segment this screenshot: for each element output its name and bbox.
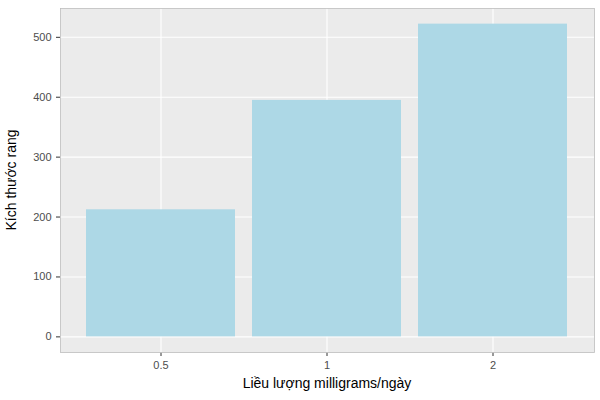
svg-text:Kích thước rang: Kích thước rang [3, 129, 19, 230]
svg-text:1: 1 [324, 359, 330, 371]
svg-text:Liều lượng milligrams/ngày: Liều lượng milligrams/ngày [243, 375, 412, 391]
svg-text:300: 300 [33, 151, 51, 163]
svg-text:2: 2 [490, 359, 496, 371]
svg-text:400: 400 [33, 91, 51, 103]
svg-text:0.5: 0.5 [153, 359, 168, 371]
svg-text:0: 0 [45, 330, 51, 342]
svg-text:500: 500 [33, 31, 51, 43]
svg-text:100: 100 [33, 270, 51, 282]
svg-text:200: 200 [33, 211, 51, 223]
